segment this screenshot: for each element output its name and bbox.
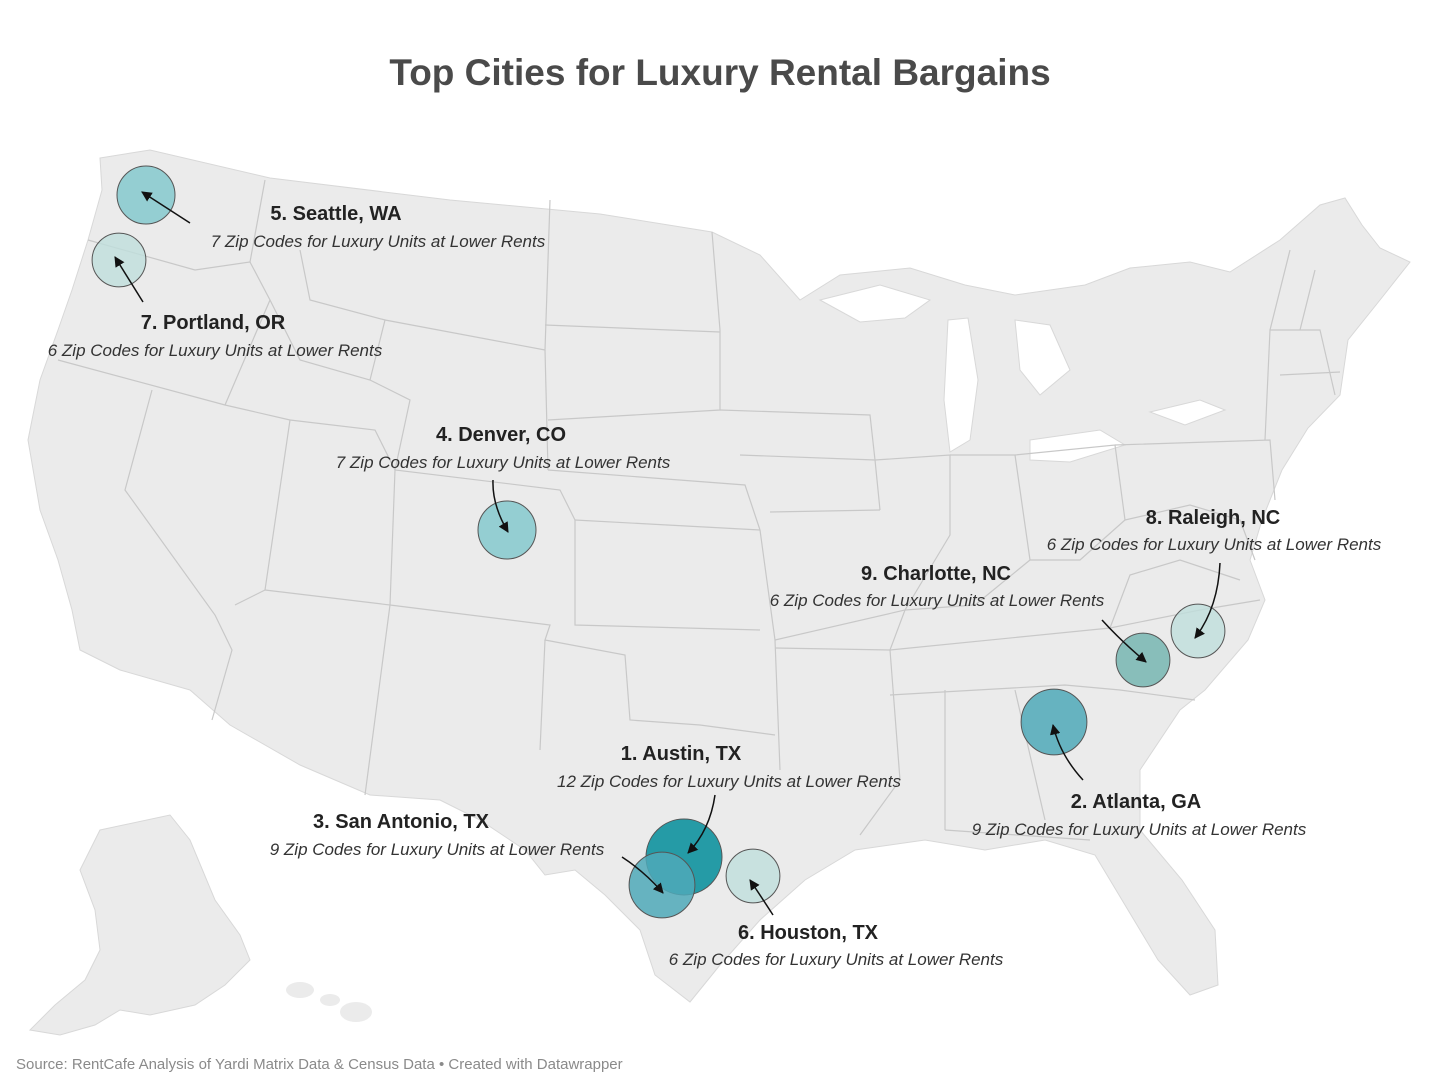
arrow-san-antonio [621, 856, 664, 894]
arrow-portland [114, 256, 144, 303]
desc-seattle: 7 Zip Codes for Luxury Units at Lower Re… [211, 232, 546, 251]
hawaii [286, 982, 372, 1022]
label-atlanta: 2. Atlanta, GA [1071, 791, 1201, 813]
desc-houston: 6 Zip Codes for Luxury Units at Lower Re… [669, 950, 1004, 969]
desc-atlanta: 9 Zip Codes for Luxury Units at Lower Re… [972, 820, 1307, 839]
label-arrows [114, 191, 1221, 916]
bubble-san-antonio-tx[interactable] [628, 851, 696, 919]
arrow-raleigh [1194, 562, 1221, 639]
arrow-charlotte [1101, 619, 1147, 663]
desc-austin: 12 Zip Codes for Luxury Units at Lower R… [557, 772, 901, 791]
desc-raleigh: 6 Zip Codes for Luxury Units at Lower Re… [1047, 535, 1382, 554]
source-note: Source: RentCafe Analysis of Yardi Matri… [16, 1056, 623, 1073]
great-lakes [818, 284, 1227, 463]
desc-charlotte: 6 Zip Codes for Luxury Units at Lower Re… [770, 591, 1105, 610]
label-charlotte: 9. Charlotte, NC [861, 563, 1011, 585]
label-houston: 6. Houston, TX [738, 922, 879, 944]
bubble-houston-tx[interactable] [725, 848, 781, 904]
state-borders [57, 179, 1341, 841]
bubble-raleigh-nc[interactable] [1170, 603, 1226, 659]
label-portland: 7. Portland, OR [141, 312, 286, 334]
label-seattle: 5. Seattle, WA [270, 203, 401, 225]
arrow-austin [687, 794, 716, 854]
arrow-houston [749, 879, 774, 916]
arrow-atlanta [1050, 723, 1084, 781]
label-san-antonio: 3. San Antonio, TX [313, 811, 490, 833]
bubble-portland-or[interactable] [91, 232, 147, 288]
desc-san-antonio: 9 Zip Codes for Luxury Units at Lower Re… [270, 840, 605, 859]
bubble-atlanta-ga[interactable] [1020, 688, 1088, 756]
label-denver: 4. Denver, CO [436, 424, 566, 446]
desc-denver: 7 Zip Codes for Luxury Units at Lower Re… [336, 453, 671, 472]
us-land [27, 149, 1411, 1003]
label-austin: 1. Austin, TX [621, 743, 742, 765]
alaska [28, 814, 251, 1036]
map-title: Top Cities for Luxury Rental Bargains [389, 52, 1051, 93]
label-raleigh: 8. Raleigh, NC [1146, 507, 1280, 529]
arrow-denver [492, 479, 509, 533]
arrow-seattle [141, 191, 191, 224]
desc-portland: 6 Zip Codes for Luxury Units at Lower Re… [48, 341, 383, 360]
city-labels: 5. Seattle, WA 7 Zip Codes for Luxury Un… [48, 203, 1382, 969]
